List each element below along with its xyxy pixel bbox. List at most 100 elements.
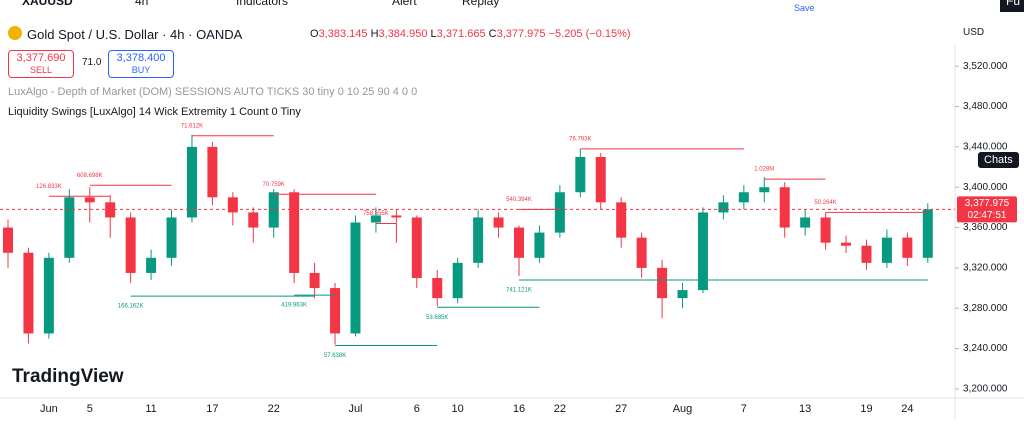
candle-body [411,217,422,278]
candle-body [881,237,892,263]
chats-button[interactable]: Chats [978,152,1019,168]
candle-body [64,197,75,258]
candle-body [820,217,831,243]
candle-body [350,222,361,334]
x-tick-label: Jun [40,403,58,415]
swing-label: 53.685K [426,315,448,321]
x-tick-label: Aug [673,403,693,415]
swing-label: 608.698K [77,173,103,179]
x-tick-label: 11 [145,403,156,415]
candle-body [3,227,13,253]
candle-body [514,227,524,258]
y-tick-label: 3,280.000 [963,303,1008,314]
y-tick-label: 3,320.000 [963,263,1008,274]
swing-label: 71.612K [181,123,203,129]
x-tick-label: 19 [860,403,872,415]
x-tick-label: 10 [452,403,464,415]
candle-body [616,202,627,238]
candle-body [370,215,381,223]
sell-label: SELL [29,65,53,75]
close: 3,377.975 [496,28,546,40]
candle-body [166,217,177,258]
candle-body [800,217,811,228]
x-tick-label: 22 [268,403,280,415]
x-tick-label: 13 [799,403,811,415]
candle-body [677,290,688,299]
candle-body [23,252,34,334]
candle-body [922,209,933,258]
candle-body [718,202,729,213]
swing-label: 57.638K [324,353,346,359]
x-tick-label: 17 [206,403,218,415]
y-tick-label: 3,440.000 [963,142,1008,153]
c-label: C [488,28,497,40]
h-label: H [370,28,379,40]
x-tick-label: Jul [348,403,362,415]
swing-label: 758.555K [363,211,389,217]
x-tick-label: 7 [741,403,747,415]
candle-body [146,257,157,273]
sell-button[interactable]: 3,377.690 SELL [8,50,74,78]
candle-body [268,192,279,228]
candle-body [227,197,238,213]
indicator-2[interactable]: Liquidity Swings [LuxAlgo] 14 Wick Extre… [8,106,301,118]
candle-body [738,192,749,203]
candle-body [43,257,54,334]
y-tick-label: 3,480.000 [963,101,1008,112]
x-tick-label: 6 [414,403,420,415]
open: 3,383.145 [318,28,368,40]
candle-body [84,197,95,203]
buy-button[interactable]: 3,378.400 BUY [108,50,174,78]
swing-label: 50.264K [814,200,836,206]
candle-body [330,288,341,334]
spread: 71.0 [82,57,102,68]
brand: TradingView [12,366,124,387]
y-tick-label: 3,200.000 [963,384,1008,395]
candle-body [493,217,504,228]
interval[interactable]: 4h [135,0,149,8]
candle-body [759,187,770,193]
currency[interactable]: USD [963,27,985,38]
symbol[interactable]: XAUUSD [22,0,73,8]
y-tick-label: 3,400.000 [963,182,1008,193]
save-button[interactable]: Save [794,3,815,13]
x-tick-label: 27 [615,403,627,415]
swing-label: 126.833K [36,184,62,190]
buy-label: BUY [131,65,151,75]
candle-body [534,232,545,258]
x-tick-label: 5 [87,403,93,415]
buy-price: 3,378.400 [116,52,166,64]
candle-body [186,146,197,218]
swing-label: 70.759K [263,182,285,188]
user-button[interactable]: Fu [1000,0,1024,12]
last-price-box [957,196,1017,223]
x-tick-label: 22 [554,403,566,415]
candle-body [657,267,668,299]
candle-body [248,212,259,228]
countdown: 02:47:51 [968,210,1007,221]
swing-label: 1.028M [754,167,774,173]
indicator-1[interactable]: LuxAlgo - Depth of Market (DOM) SESSIONS… [8,86,418,98]
candle-body [473,217,484,263]
indicators-button[interactable]: Indicators [236,0,289,8]
swing-label: 76.793K [569,136,591,142]
candle-body [697,212,708,291]
candle-body [309,272,320,289]
ohlc: O3,383.145 H3,384.950 L3,371.665 C3,377.… [310,28,631,40]
swing-label: 419.963K [281,303,307,309]
candle-body [554,192,565,233]
alert-button[interactable]: Alert [392,0,417,8]
x-tick-label: 24 [901,403,913,415]
candle-body [595,156,606,203]
candle-body [636,237,647,268]
candle-body [207,146,218,198]
sell-price: 3,377.690 [16,52,66,64]
y-tick-label: 3,520.000 [963,61,1008,72]
x-tick-label: 16 [513,403,525,415]
chart-title: Gold Spot / U.S. Dollar · 4h · OANDA [27,27,243,42]
swing-label: 166.162K [118,304,144,310]
candle-body [841,242,852,246]
candle-body [861,245,872,263]
replay-button[interactable]: Replay [462,0,500,8]
